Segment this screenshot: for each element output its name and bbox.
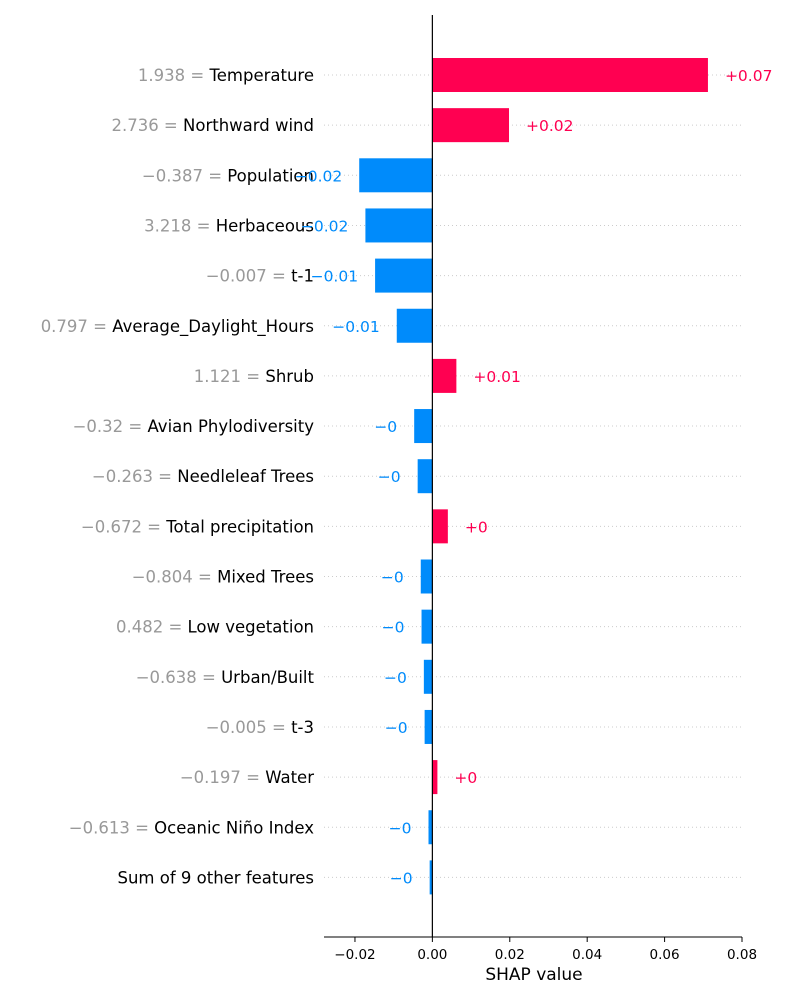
- feature-name: Oceanic Niño Index: [154, 818, 314, 837]
- shap-bar: [432, 760, 438, 795]
- feature-name: Needleleaf Trees: [177, 467, 314, 486]
- shap-value-label: +0.01: [473, 368, 521, 386]
- x-axis-title: SHAP value: [485, 965, 582, 985]
- feature-value: 0.797 =: [41, 317, 113, 336]
- feature-name: Low vegetation: [188, 618, 314, 637]
- feature-name: Population: [227, 166, 314, 185]
- x-tick-label: 0.08: [727, 947, 757, 963]
- shap-value-label: +0.07: [725, 67, 773, 85]
- feature-name: Temperature: [208, 66, 314, 85]
- feature-label: 3.218 = Herbaceous: [144, 216, 314, 235]
- feature-name: Total precipitation: [165, 517, 314, 536]
- feature-label: 2.736 = Northward wind: [111, 116, 314, 135]
- shap-bar: [432, 509, 448, 544]
- feature-label: −0.32 = Avian Phylodiversity: [73, 417, 315, 436]
- feature-name: Shrub: [265, 367, 314, 386]
- shap-bar: [432, 108, 510, 143]
- shap-bar: [375, 258, 433, 293]
- feature-name: Herbaceous: [216, 216, 314, 235]
- feature-value: −0.638 =: [136, 668, 221, 687]
- feature-label: 0.797 = Average_Daylight_Hours: [41, 317, 314, 337]
- shap-value-label: −0: [389, 819, 412, 837]
- feature-label: −0.804 = Mixed Trees: [132, 568, 314, 587]
- feature-label: −0.007 = t-1: [206, 267, 314, 286]
- shap-bar: [421, 609, 433, 644]
- shap-value-label: +0.02: [526, 117, 574, 135]
- feature-label: −0.387 = Population: [142, 166, 314, 185]
- feature-value: 3.218 =: [144, 216, 216, 235]
- shap-value-label: −0: [382, 619, 405, 637]
- feature-name: Northward wind: [183, 116, 314, 135]
- shap-bar: [414, 409, 433, 444]
- grid-lines: [324, 74, 742, 878]
- feature-name: t-3: [291, 718, 314, 737]
- shap-bar: [359, 158, 433, 193]
- x-tick-label: −0.02: [334, 947, 375, 963]
- shap-bar: [428, 810, 433, 845]
- feature-label: −0.638 = Urban/Built: [136, 668, 315, 687]
- labels: 1.938 = Temperature +0.07 2.736 = Northwar…: [41, 66, 773, 887]
- feature-name: Avian Phylodiversity: [147, 417, 314, 436]
- feature-label: −0.672 = Total precipitation: [81, 517, 314, 536]
- shap-bar: [432, 358, 457, 393]
- shap-value-label: −0.02: [295, 167, 343, 185]
- shap-bar: [423, 659, 433, 694]
- feature-name: t-1: [291, 267, 314, 286]
- feature-value: −0.263 =: [92, 467, 177, 486]
- shap-value-label: −0: [384, 669, 407, 687]
- x-tick-label: 0.06: [650, 947, 680, 963]
- x-tick-label: 0.04: [572, 947, 602, 963]
- shap-value-label: −0.01: [311, 268, 359, 286]
- shap-bar: [365, 208, 433, 243]
- x-axis: −0.02 0.00 0.02 0.04 0.06 0.08 SHAP value: [324, 936, 757, 985]
- feature-value: −0.672 =: [81, 517, 166, 536]
- feature-name: Sum of 9 other features: [117, 868, 314, 887]
- shap-bar: [424, 709, 433, 744]
- feature-name: Water: [265, 768, 314, 787]
- shap-value-label: +0: [465, 518, 488, 536]
- feature-label: Sum of 9 other features: [117, 868, 314, 887]
- shap-value-label: +0: [454, 769, 477, 787]
- shap-value-label: −0: [385, 719, 408, 737]
- shap-value-label: −0: [374, 418, 397, 436]
- feature-value: 1.938 =: [138, 66, 210, 85]
- feature-label: 1.938 = Temperature: [138, 66, 314, 85]
- shap-value-label: −0.01: [332, 318, 380, 336]
- shap-value-label: −0: [390, 869, 413, 887]
- feature-value: −0.007 =: [206, 267, 291, 286]
- feature-name: Average_Daylight_Hours: [112, 317, 314, 337]
- feature-label: 0.482 = Low vegetation: [116, 618, 314, 637]
- feature-value: −0.387 =: [142, 166, 227, 185]
- shap-value-label: −0: [381, 569, 404, 587]
- feature-name: Urban/Built: [221, 668, 314, 687]
- feature-name: Mixed Trees: [217, 568, 314, 587]
- feature-value: 1.121 =: [194, 367, 266, 386]
- bars: [359, 58, 708, 895]
- x-tick-label: 0.00: [417, 947, 447, 963]
- feature-value: −0.005 =: [206, 718, 291, 737]
- shap-bar: [429, 860, 433, 895]
- shap-bar: [420, 559, 433, 594]
- shap-bar: [432, 58, 708, 92]
- feature-label: 1.121 = Shrub: [194, 367, 314, 386]
- feature-value: −0.613 =: [69, 818, 154, 837]
- shap-value-label: −0.02: [301, 217, 349, 235]
- shap-bar: [417, 459, 433, 494]
- shap-bar: [396, 308, 433, 343]
- feature-value: 0.482 =: [116, 618, 188, 637]
- feature-label: −0.197 = Water: [180, 768, 314, 787]
- feature-label: −0.005 = t-3: [206, 718, 314, 737]
- feature-value: −0.197 =: [180, 768, 265, 787]
- feature-label: −0.263 = Needleleaf Trees: [92, 467, 314, 486]
- feature-value: −0.804 =: [132, 568, 217, 587]
- feature-value: 2.736 =: [111, 116, 183, 135]
- feature-value: −0.32 =: [73, 417, 148, 436]
- feature-label: −0.613 = Oceanic Niño Index: [69, 818, 314, 837]
- shap-value-label: −0: [378, 468, 401, 486]
- x-tick-label: 0.02: [495, 947, 525, 963]
